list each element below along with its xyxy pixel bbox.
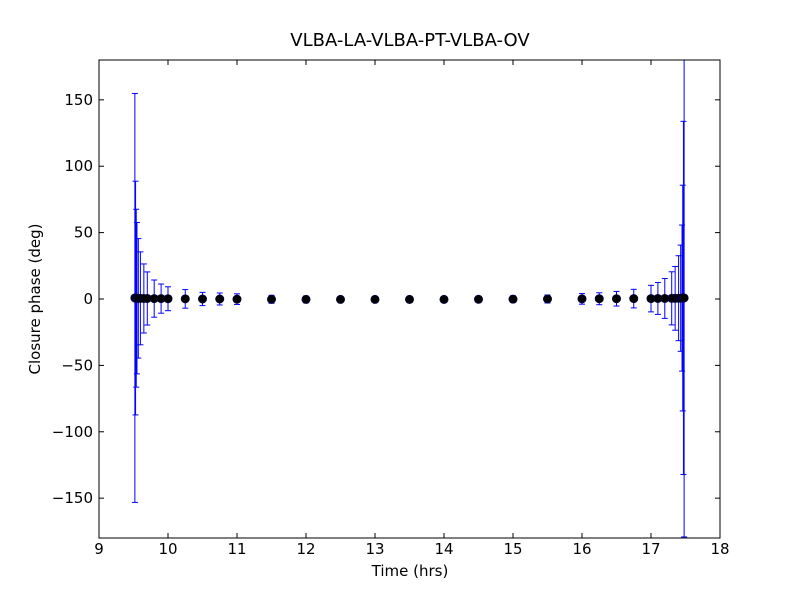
plot-frame <box>98 59 721 539</box>
plot-area <box>130 60 689 538</box>
x-tick-label: 18 <box>710 540 729 558</box>
data-point <box>180 294 190 304</box>
data-point <box>577 294 587 304</box>
data-point <box>301 294 311 304</box>
x-tick-label: 15 <box>503 540 522 558</box>
axes: 9 10 11 12 13 14 15 16 17 18 −150 −100 −50 0 50 100 150 <box>52 60 730 558</box>
x-tick-label: 16 <box>572 540 591 558</box>
y-tick-label: −50 <box>61 356 93 374</box>
data-point <box>336 294 345 304</box>
data-point <box>405 294 414 304</box>
data-point <box>612 294 621 304</box>
y-tick-label: −100 <box>52 423 93 441</box>
x-axis-label: Time (hrs) <box>371 562 449 580</box>
data-point <box>198 294 207 304</box>
y-axis-label: Closure phase (deg) <box>26 224 44 375</box>
x-tick-label: 12 <box>296 540 315 558</box>
data-point <box>163 294 173 304</box>
data-point <box>508 294 518 304</box>
chart-title: VLBA-LA-VLBA-PT-VLBA-OV <box>290 30 530 51</box>
x-tick-label: 14 <box>434 540 453 558</box>
data-point <box>474 294 483 304</box>
y-tick-label: 0 <box>83 290 93 308</box>
x-tick-label: 9 <box>94 540 104 558</box>
y-tick-label: 150 <box>64 91 93 109</box>
x-tick-label: 13 <box>365 540 384 558</box>
data-point <box>370 294 380 304</box>
data-point <box>543 294 552 304</box>
data-point <box>594 294 604 304</box>
y-tick-label: −150 <box>52 489 93 507</box>
y-tick-label: 100 <box>64 157 93 175</box>
x-tick-label: 10 <box>158 540 177 558</box>
data-point <box>215 294 225 304</box>
data-point <box>439 294 449 304</box>
data-point <box>267 294 276 304</box>
y-tick-label: 50 <box>74 224 93 242</box>
data-point <box>629 294 639 304</box>
data-point <box>679 293 689 303</box>
x-tick-label: 17 <box>641 540 660 558</box>
x-tick-label: 11 <box>227 540 246 558</box>
data-point <box>232 294 242 304</box>
